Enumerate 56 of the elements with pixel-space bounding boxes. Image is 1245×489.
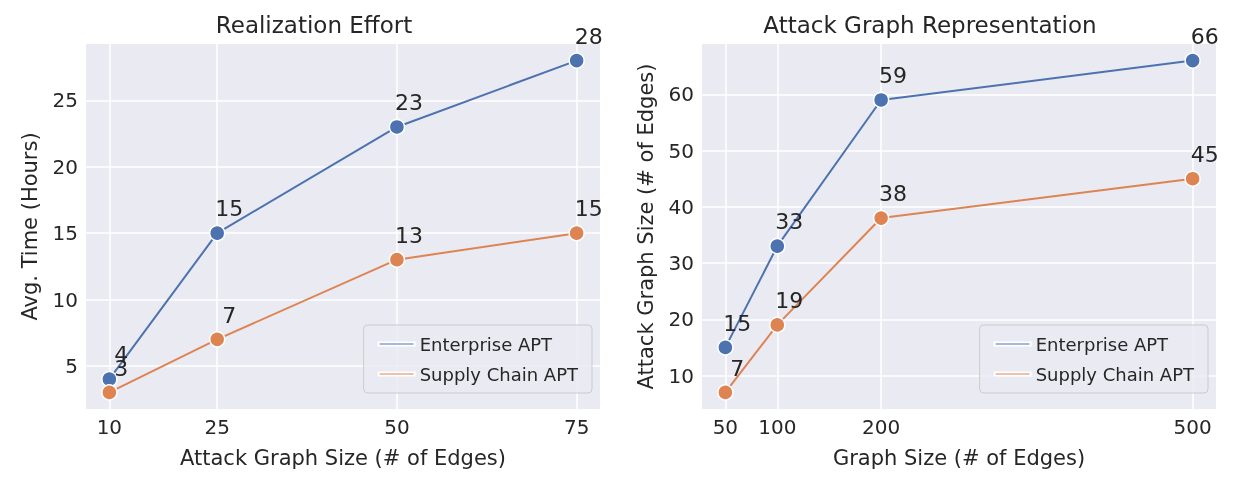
y-tick-label: 20 [52, 154, 78, 179]
x-tick-label: 25 [204, 415, 230, 439]
y-tick-label: 20 [668, 307, 694, 332]
data-label: 13 [394, 222, 423, 248]
point [872, 209, 890, 227]
legend-label: Supply Chain APT [1035, 363, 1195, 385]
point [717, 339, 734, 356]
data-label: 19 [775, 288, 804, 314]
point [717, 384, 734, 401]
x-tick-label: 50 [712, 415, 739, 439]
data-label: 38 [879, 181, 908, 207]
x-tick-label: 100 [758, 415, 797, 439]
y-tick-label: 25 [52, 88, 78, 113]
x-tick-label: 500 [1173, 415, 1212, 439]
data-label: 15 [215, 196, 244, 222]
y-axis-title: Avg. Time (Hours) [17, 132, 42, 321]
point [568, 52, 585, 69]
y-tick-label: 5 [65, 353, 78, 378]
y-tick-label: 40 [668, 194, 694, 219]
data-label: 45 [1190, 141, 1219, 167]
point [208, 224, 226, 242]
y-tick-label: 15 [52, 221, 78, 246]
legend-label: Supply Chain APT [419, 363, 579, 385]
point [872, 91, 890, 109]
y-tick-label: 10 [52, 287, 78, 312]
data-label: 59 [879, 63, 908, 89]
y-axis-title: Attack Graph Size (# of Edges) [633, 63, 658, 390]
x-axis-title: Attack Graph Size (# of Edges) [180, 445, 506, 470]
point [101, 384, 118, 401]
x-tick-label: 50 [384, 415, 410, 439]
point [769, 316, 786, 334]
data-label: 28 [574, 23, 603, 49]
legend-label: Enterprise APT [419, 333, 554, 355]
y-tick-label: 60 [668, 82, 694, 107]
data-label: 66 [1190, 23, 1219, 49]
x-tick-label: 200 [862, 415, 901, 439]
point [769, 237, 786, 255]
data-label: 15 [574, 196, 603, 222]
point [388, 251, 406, 268]
point [1184, 52, 1201, 69]
x-tick-label: 10 [96, 415, 123, 439]
chart-title: Realization Effort [215, 11, 413, 38]
data-label: 23 [394, 90, 423, 116]
point [568, 224, 585, 242]
point [388, 118, 406, 136]
y-tick-label: 30 [668, 251, 694, 276]
y-tick-label: 10 [668, 363, 694, 388]
data-label: 7 [730, 355, 745, 381]
chart-title: Attack Graph Representation [763, 11, 1097, 38]
legend-label: Enterprise APT [1035, 333, 1170, 355]
point [208, 331, 226, 348]
data-label: 7 [222, 302, 237, 328]
x-tick-label: 75 [563, 415, 590, 439]
point [1184, 170, 1201, 187]
y-tick-label: 50 [668, 138, 694, 163]
x-axis-title: Graph Size (# of Edges) [832, 445, 1086, 470]
